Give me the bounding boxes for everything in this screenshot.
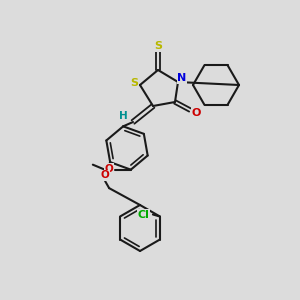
Text: O: O [101, 170, 110, 180]
Text: S: S [130, 78, 138, 88]
Text: S: S [154, 41, 162, 51]
Text: H: H [118, 111, 127, 121]
Text: O: O [191, 108, 201, 118]
Text: O: O [104, 164, 113, 174]
Text: N: N [177, 73, 187, 83]
Text: Cl: Cl [138, 209, 150, 220]
